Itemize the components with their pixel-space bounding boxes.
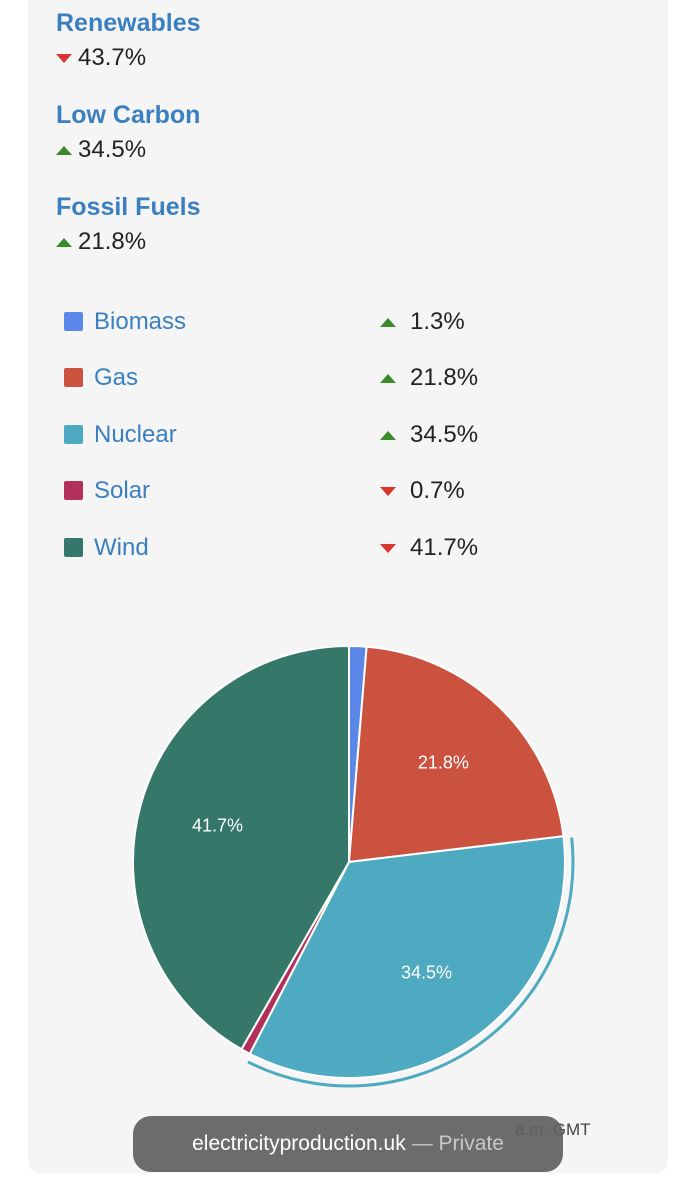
legend-swatch (64, 312, 83, 331)
pie-slice-gas[interactable] (347, 645, 565, 864)
legend-label[interactable]: Wind (94, 534, 149, 561)
group-fossil-fuels: Fossil Fuels 21.8% (56, 192, 200, 257)
legend-item-biomass[interactable]: Biomass 1.3% (64, 305, 524, 339)
pie-slice-wind[interactable] (132, 644, 350, 1051)
group-title: Low Carbon (56, 101, 201, 129)
pie-slice-highlight (247, 837, 575, 1088)
group-change-value: 21.8% (78, 228, 147, 255)
legend-change: 34.5% (380, 418, 478, 452)
up-triangle-icon (56, 145, 72, 155)
legend-change-value: 1.3% (410, 308, 465, 335)
legend-swatch (64, 481, 83, 500)
group-renewables: Renewables 43.7% (56, 8, 201, 73)
address-domain: electricityproduction.uk (192, 1132, 406, 1155)
legend-item-solar[interactable]: Solar 0.7% (64, 474, 524, 508)
legend-change: 0.7% (380, 474, 465, 508)
legend-swatch (64, 538, 83, 557)
down-triangle-icon (380, 543, 396, 553)
legend-item-nuclear[interactable]: Nuclear 34.5% (64, 418, 524, 452)
private-label: — Private (411, 1132, 504, 1155)
legend-change-value: 34.5% (410, 421, 479, 448)
up-triangle-icon (380, 430, 396, 440)
legend-item-gas[interactable]: Gas 21.8% (64, 361, 524, 395)
legend-label[interactable]: Solar (94, 477, 151, 504)
legend-change: 21.8% (380, 361, 478, 395)
group-change: 34.5% (56, 135, 200, 165)
legend-change: 41.7% (380, 531, 478, 565)
up-triangle-icon (56, 237, 72, 247)
legend-swatch (64, 368, 83, 387)
pie-slice-nuclear[interactable] (248, 835, 566, 1079)
down-triangle-icon (56, 53, 72, 63)
group-title: Fossil Fuels (56, 193, 201, 221)
group-title: Renewables (56, 9, 201, 37)
legend-label[interactable]: Nuclear (94, 421, 177, 448)
legend-label[interactable]: Gas (94, 364, 139, 391)
down-triangle-icon (380, 486, 396, 496)
group-change-value: 34.5% (78, 136, 147, 163)
group-change: 43.7% (56, 43, 201, 73)
up-triangle-icon (380, 317, 396, 327)
legend-change: 1.3% (380, 305, 465, 339)
legend-label[interactable]: Biomass (94, 308, 187, 335)
legend-change-value: 21.8% (410, 364, 479, 391)
legend-item-wind[interactable]: Wind 41.7% (64, 531, 524, 565)
legend-change-value: 41.7% (410, 534, 479, 561)
legend-change-value: 0.7% (410, 477, 465, 504)
group-low-carbon: Low Carbon 34.5% (56, 100, 200, 165)
group-change-value: 43.7% (78, 44, 147, 71)
browser-address-bar[interactable]: electricityproduction.uk — Private (133, 1116, 563, 1172)
legend-swatch (64, 425, 83, 444)
group-change: 21.8% (56, 227, 200, 257)
up-triangle-icon (380, 373, 396, 383)
